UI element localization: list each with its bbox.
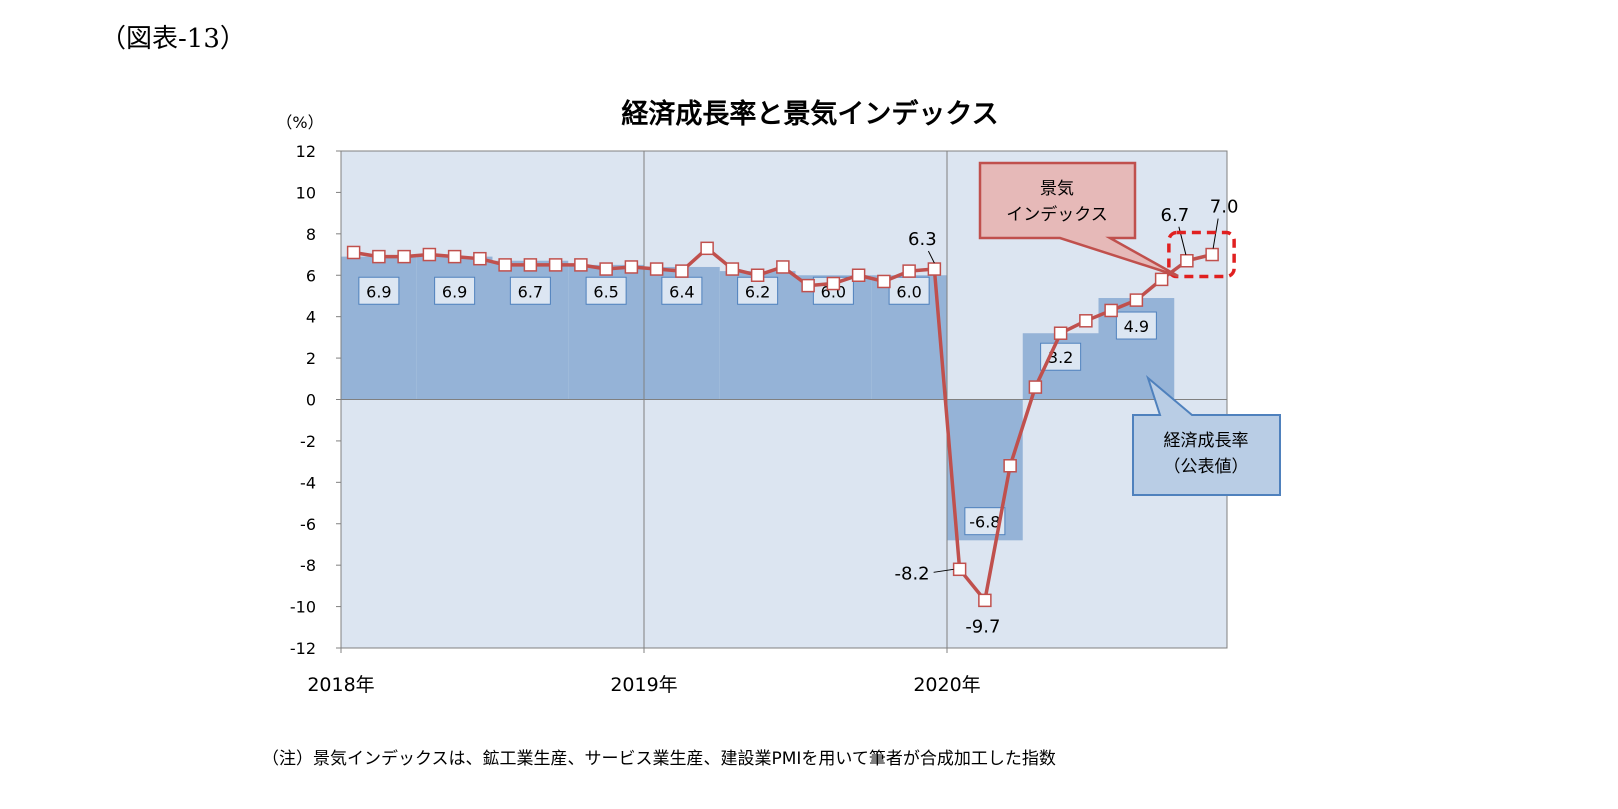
point-label: -8.2: [895, 563, 930, 584]
bar-value-label: 6.9: [442, 282, 467, 301]
index-point: [473, 251, 487, 266]
bar-value-label: 4.9: [1124, 317, 1149, 336]
index-point: [776, 260, 790, 274]
y-tick-label: -4: [300, 473, 316, 492]
y-unit-label: （%）: [276, 113, 323, 132]
index-point: [877, 274, 891, 289]
index-point: [675, 264, 689, 278]
bar-value-label: 6.2: [745, 282, 770, 301]
leader-line: [933, 568, 954, 573]
index-point: [1129, 293, 1144, 307]
y-tick-label: -2: [300, 432, 316, 451]
index-point: [1104, 303, 1118, 318]
callout-gdp: [1132, 374, 1281, 496]
x-tick-label: 2020年: [913, 674, 980, 696]
bar-label-box: [358, 276, 400, 305]
index-point: [1028, 380, 1043, 394]
bar-value-label: 6.0: [896, 282, 921, 301]
y-tick-label: 0: [306, 391, 316, 410]
highlight-box: [1167, 230, 1236, 279]
callout-gdp-text: 経済成長率: [1164, 431, 1249, 451]
index-point: [801, 278, 815, 293]
index-point: [599, 262, 613, 276]
bar-label-box: [509, 276, 551, 305]
point-label: 6.3: [908, 229, 937, 250]
bar-label-box: [1115, 311, 1157, 340]
index-point: [1079, 314, 1093, 328]
y-tick-label: -12: [290, 639, 316, 658]
index-point: [1154, 272, 1169, 287]
index-point: [902, 264, 916, 278]
bar-value-label: 6.9: [366, 282, 391, 301]
index-point: [523, 258, 538, 272]
callout-index-text: インデックス: [1006, 204, 1108, 225]
index-point: [346, 245, 361, 260]
bar-value-label: -6.8: [969, 513, 1000, 532]
index-point: [397, 249, 411, 264]
y-tick-label: 8: [306, 225, 316, 244]
index-point: [1053, 326, 1068, 340]
index-point: [447, 249, 462, 264]
index-point: [574, 258, 588, 272]
index-point: [826, 276, 841, 291]
y-tick-label: 6: [306, 266, 316, 285]
y-tick-label: 2: [306, 349, 316, 368]
index-point: [548, 258, 563, 272]
index-point: [978, 593, 992, 608]
point-label: 6.7: [1161, 205, 1190, 226]
index-point: [422, 247, 437, 262]
y-tick-label: -6: [300, 515, 316, 534]
index-point: [1003, 459, 1017, 473]
bar-label-box: [434, 276, 476, 305]
figure-label: （図表-13）: [100, 24, 246, 54]
index-point: [372, 249, 386, 264]
index-point: [927, 262, 942, 276]
index-point: [498, 258, 512, 272]
index-point: [851, 268, 866, 282]
y-tick-label: -8: [300, 556, 316, 575]
bar-value-label: 6.7: [518, 282, 543, 301]
footnote: （注）景気インデックスは、鉱工業生産、サービス業生産、建設業PMIを用いて筆者が…: [262, 749, 1056, 769]
index-point: [1180, 254, 1194, 268]
y-tick-label: -10: [290, 598, 316, 617]
chart-title: 経済成長率と景気インデックス: [621, 99, 999, 130]
bar-value-label: 6.5: [593, 282, 618, 301]
y-tick-label: 4: [306, 308, 316, 327]
point-label: -9.7: [965, 616, 1000, 637]
x-tick-label: 2019年: [610, 674, 677, 696]
index-point: [952, 562, 967, 577]
bar-value-label: 6.4: [669, 282, 694, 301]
index-point: [649, 262, 664, 276]
callout-gdp-text: （公表値）: [1164, 457, 1249, 477]
index-point: [725, 262, 740, 276]
index-point: [750, 268, 765, 282]
bar-value-label: 3.2: [1048, 348, 1073, 367]
y-tick-label: 10: [296, 183, 316, 202]
index-point: [700, 241, 714, 256]
leader-line: [927, 250, 935, 264]
index-point: [1205, 247, 1219, 262]
callout-index: [978, 161, 1179, 278]
bar-label-box: [585, 276, 627, 305]
callout-index-text: 景気: [1040, 179, 1074, 199]
point-label: 7.0: [1210, 197, 1239, 218]
index-point: [624, 260, 639, 274]
y-tick-label: 12: [296, 142, 316, 161]
x-tick-label: 2018年: [307, 674, 374, 696]
